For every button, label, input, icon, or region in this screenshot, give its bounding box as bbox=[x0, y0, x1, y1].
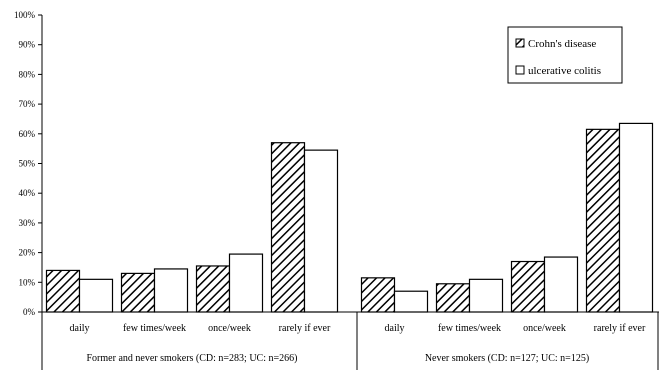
bar-crohns-g0-c3 bbox=[270, 142, 306, 313]
category-label: rarely if ever bbox=[594, 323, 646, 334]
bar-crohns-g1-c1 bbox=[435, 283, 471, 313]
legend-swatch bbox=[515, 65, 525, 75]
bar-crohns-g0-c2 bbox=[195, 265, 231, 313]
legend-box bbox=[507, 26, 623, 84]
y-tick-label: 90% bbox=[19, 40, 36, 50]
category-label: daily bbox=[385, 323, 405, 334]
bar-uc-g1-c1 bbox=[468, 278, 504, 313]
legend-label: ulcerative colitis bbox=[528, 65, 601, 77]
bar-uc-g0-c3 bbox=[303, 149, 339, 313]
bar-uc-g1-c2 bbox=[543, 256, 579, 313]
bar-crohns-g0-c1 bbox=[120, 272, 156, 313]
y-tick-label: 80% bbox=[19, 69, 36, 79]
category-label: once/week bbox=[523, 323, 566, 334]
bar-uc-g1-c0 bbox=[393, 290, 429, 313]
bar-crohns-g1-c3 bbox=[585, 128, 621, 313]
bar-crohns-g1-c2 bbox=[510, 260, 546, 313]
category-label: rarely if ever bbox=[279, 323, 331, 334]
y-tick-label: 40% bbox=[19, 188, 36, 198]
y-tick-label: 70% bbox=[19, 99, 36, 109]
y-tick-label: 0% bbox=[23, 307, 36, 317]
group-label: Never smokers (CD: n=127; UC: n=125) bbox=[425, 353, 589, 364]
bar-uc-g0-c0 bbox=[78, 278, 114, 313]
legend: Crohn's disease ulcerative colitis bbox=[507, 26, 623, 84]
bar-crohns-g0-c0 bbox=[45, 269, 81, 313]
y-tick-label: 50% bbox=[19, 159, 36, 169]
y-tick-label: 10% bbox=[19, 277, 36, 287]
y-tick-label: 60% bbox=[19, 129, 36, 139]
bar-uc-g1-c3 bbox=[618, 122, 654, 313]
label-layer: daily few times/week once/week rarely if ev… bbox=[70, 323, 646, 364]
bar-uc-g0-c2 bbox=[228, 253, 264, 313]
legend-swatch bbox=[515, 38, 525, 48]
category-label: few times/week bbox=[123, 323, 186, 334]
y-tick-label: 100% bbox=[14, 10, 36, 20]
bar-uc-g0-c1 bbox=[153, 268, 189, 313]
bar-layer bbox=[45, 122, 654, 313]
y-tick-label: 20% bbox=[19, 248, 36, 258]
bar-crohns-g1-c0 bbox=[360, 277, 396, 313]
y-tick-label: 30% bbox=[19, 218, 36, 228]
group-label: Former and never smokers (CD: n=283; UC:… bbox=[87, 353, 298, 364]
category-label: once/week bbox=[208, 323, 251, 334]
legend-label: Crohn's disease bbox=[528, 38, 596, 50]
category-label: daily bbox=[70, 323, 90, 334]
category-label: few times/week bbox=[438, 323, 501, 334]
